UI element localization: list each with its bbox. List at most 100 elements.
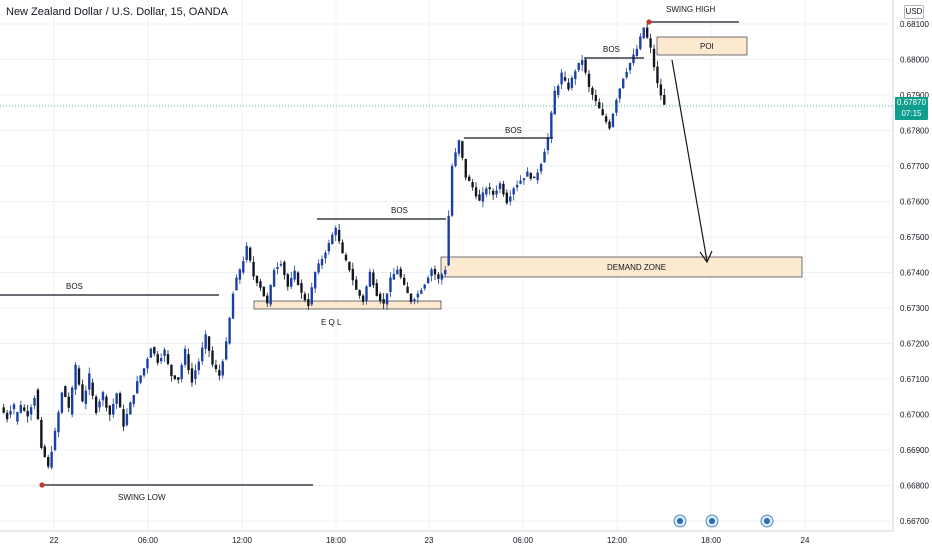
candle-body <box>334 227 337 236</box>
time-tick-label: 06:00 <box>513 536 534 545</box>
candle-body <box>635 48 639 56</box>
candle-body <box>67 396 70 408</box>
candle-body <box>214 364 218 370</box>
candle-body <box>19 404 23 413</box>
candle-body <box>70 387 74 415</box>
eql-label: E Q L <box>321 318 342 327</box>
candle-body <box>396 269 399 275</box>
candle-body <box>235 277 238 291</box>
candle-body <box>409 293 413 302</box>
candle-body <box>211 350 214 365</box>
candle-body <box>406 286 409 294</box>
price-tick-label: 0.67500 <box>900 233 929 242</box>
candle-body <box>317 263 320 273</box>
symbol-title: New Zealand Dollar / U.S. Dollar, 15, OA… <box>6 6 228 18</box>
economic-event-icon[interactable] <box>760 514 774 528</box>
candle-body <box>416 293 420 298</box>
candle-body <box>361 295 365 302</box>
candle-body <box>519 180 522 184</box>
candle-body <box>149 348 153 358</box>
candle-body <box>509 196 512 202</box>
candle-body <box>279 263 283 266</box>
candle-body <box>276 266 279 269</box>
candle-body <box>324 252 327 259</box>
candle-body <box>36 389 40 420</box>
candle-body <box>177 377 180 380</box>
time-tick-label: 06:00 <box>138 536 159 545</box>
candle-body <box>115 393 118 404</box>
time-tick-label: 18:00 <box>326 536 347 545</box>
candle-body <box>337 229 341 242</box>
candle-body <box>546 137 550 151</box>
candle-body <box>628 63 632 71</box>
time-tick-label: 12:00 <box>607 536 628 545</box>
candle-body <box>522 178 526 181</box>
current-price-badge: 0.67870 07:15 <box>895 97 928 120</box>
candle-body <box>430 269 433 277</box>
candle-body <box>60 392 64 413</box>
candle-body <box>16 412 19 422</box>
candle-body <box>351 268 355 281</box>
candle-body <box>118 393 122 408</box>
candle-body <box>88 373 91 390</box>
candle-body <box>611 113 615 127</box>
time-axis[interactable]: 22 06:00 12:00 18:00 23 06:00 12:00 18:00 24 <box>50 536 810 545</box>
candle-body <box>341 242 344 254</box>
candle-body <box>580 60 584 65</box>
candle-body <box>218 370 221 376</box>
candle-body <box>262 286 266 297</box>
candle-body <box>348 261 351 271</box>
candle-body <box>269 284 272 305</box>
price-tick-label: 0.66900 <box>900 446 929 455</box>
candle-body <box>529 173 533 179</box>
candle-body <box>81 384 84 402</box>
economic-event-icon[interactable] <box>705 514 719 528</box>
candle-body <box>481 192 485 202</box>
candle-body <box>474 187 478 197</box>
candle-body <box>649 38 652 48</box>
swing-high-marker <box>646 19 652 25</box>
price-tick-label: 0.67100 <box>900 375 929 384</box>
candle-body <box>615 99 618 113</box>
candle-body <box>303 293 307 301</box>
candle-body <box>94 396 98 413</box>
candle-body <box>461 141 464 158</box>
currency-button[interactable]: USD <box>904 5 924 19</box>
candle-body <box>91 382 94 396</box>
candle-body <box>413 299 416 301</box>
candle-body <box>166 354 170 364</box>
candle-body <box>505 192 509 204</box>
candle-body <box>259 281 262 288</box>
candle-body <box>231 293 235 319</box>
candle-body <box>471 181 474 188</box>
candle-body <box>142 368 146 376</box>
candle-body <box>12 404 16 410</box>
candle-body <box>659 84 663 96</box>
candle-body <box>375 283 378 296</box>
candle-body <box>457 140 461 154</box>
candle-body <box>146 358 149 369</box>
candle-body <box>420 290 423 294</box>
candle-body <box>598 102 601 109</box>
candle-body <box>498 183 502 190</box>
candle-body <box>132 394 135 404</box>
candle-body <box>296 272 300 285</box>
candle-body <box>252 261 255 277</box>
candle-body <box>560 72 563 85</box>
economic-event-icon[interactable] <box>673 514 687 528</box>
price-axis[interactable]: 0.68100 0.68000 0.67900 0.67800 0.67700 0.676… <box>900 20 929 526</box>
arrow-head-icon <box>699 250 713 264</box>
candle-body <box>313 272 317 289</box>
price-tick-label: 0.67200 <box>900 340 929 349</box>
candle-body <box>556 85 560 95</box>
candle-body <box>663 95 666 105</box>
candle-body <box>570 77 574 88</box>
candle-body <box>242 261 245 273</box>
candle-body <box>618 88 621 99</box>
candle-body <box>488 187 491 190</box>
candle-body <box>327 243 331 252</box>
candle-body <box>515 184 519 188</box>
candle-body <box>355 279 358 290</box>
candle-body <box>485 188 488 195</box>
